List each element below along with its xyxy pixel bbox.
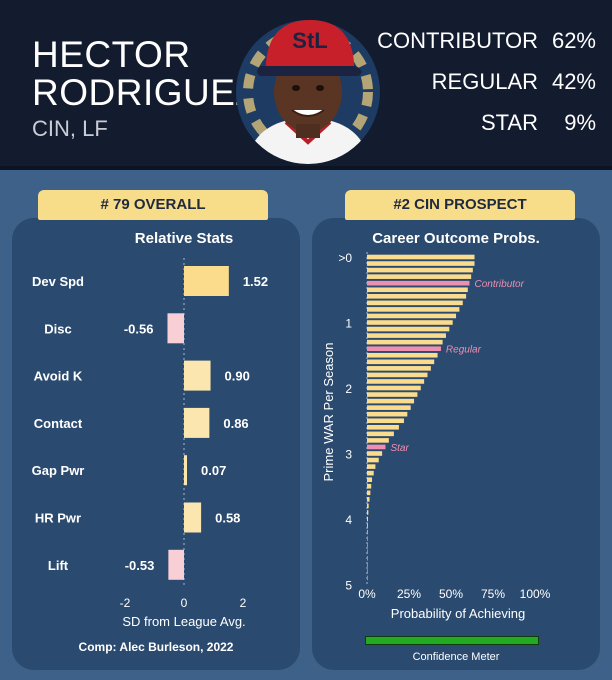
player-photo: StL	[226, 14, 386, 166]
confidence-meter-bar	[365, 636, 539, 645]
outcome-value: 42%	[551, 69, 596, 94]
cap-brim	[257, 66, 362, 76]
outcome-regular: REGULAR 42%	[366, 69, 596, 110]
relative-stats-title: Relative Stats	[134, 230, 234, 247]
cap-logo: StL	[292, 28, 327, 53]
overall-rank-tab: # 79 OVERALL	[38, 190, 268, 220]
header-divider	[0, 166, 612, 170]
outcome-star: STAR 9%	[366, 110, 596, 151]
cap	[266, 20, 354, 68]
outcome-value: 9%	[564, 110, 596, 135]
player-comp: Comp: Alec Burleson, 2022	[78, 640, 234, 654]
outcome-value: 62%	[551, 28, 596, 53]
prospect-rank-tab: #2 CIN PROSPECT	[345, 190, 575, 220]
outcome-label: CONTRIBUTOR	[377, 28, 538, 53]
player-name: HECTOR RODRIGUEZ	[32, 36, 259, 112]
outcome-label: STAR	[480, 110, 538, 135]
outcome-label: REGULAR	[431, 69, 538, 94]
career-outcome-title: Career Outcome Probs.	[372, 230, 540, 247]
team-position: CIN, LF	[32, 116, 108, 141]
outcome-contributor: CONTRIBUTOR 62%	[366, 28, 596, 69]
career-outcome-panel	[312, 218, 600, 670]
player-last-name: RODRIGUEZ	[32, 72, 259, 113]
eye-right	[316, 85, 324, 91]
player-first-name: HECTOR	[32, 34, 191, 75]
player-headshot-icon: StL	[236, 20, 380, 164]
smile	[291, 109, 325, 117]
eye-left	[292, 85, 300, 91]
outcome-probabilities: CONTRIBUTOR 62% REGULAR 42% STAR 9%	[366, 28, 596, 151]
photo-badge-ring	[243, 27, 373, 157]
relative-stats-panel	[12, 218, 300, 670]
confidence-meter-label: Confidence Meter	[412, 651, 500, 663]
player-neck	[296, 124, 320, 138]
jersey-collar	[284, 120, 332, 145]
